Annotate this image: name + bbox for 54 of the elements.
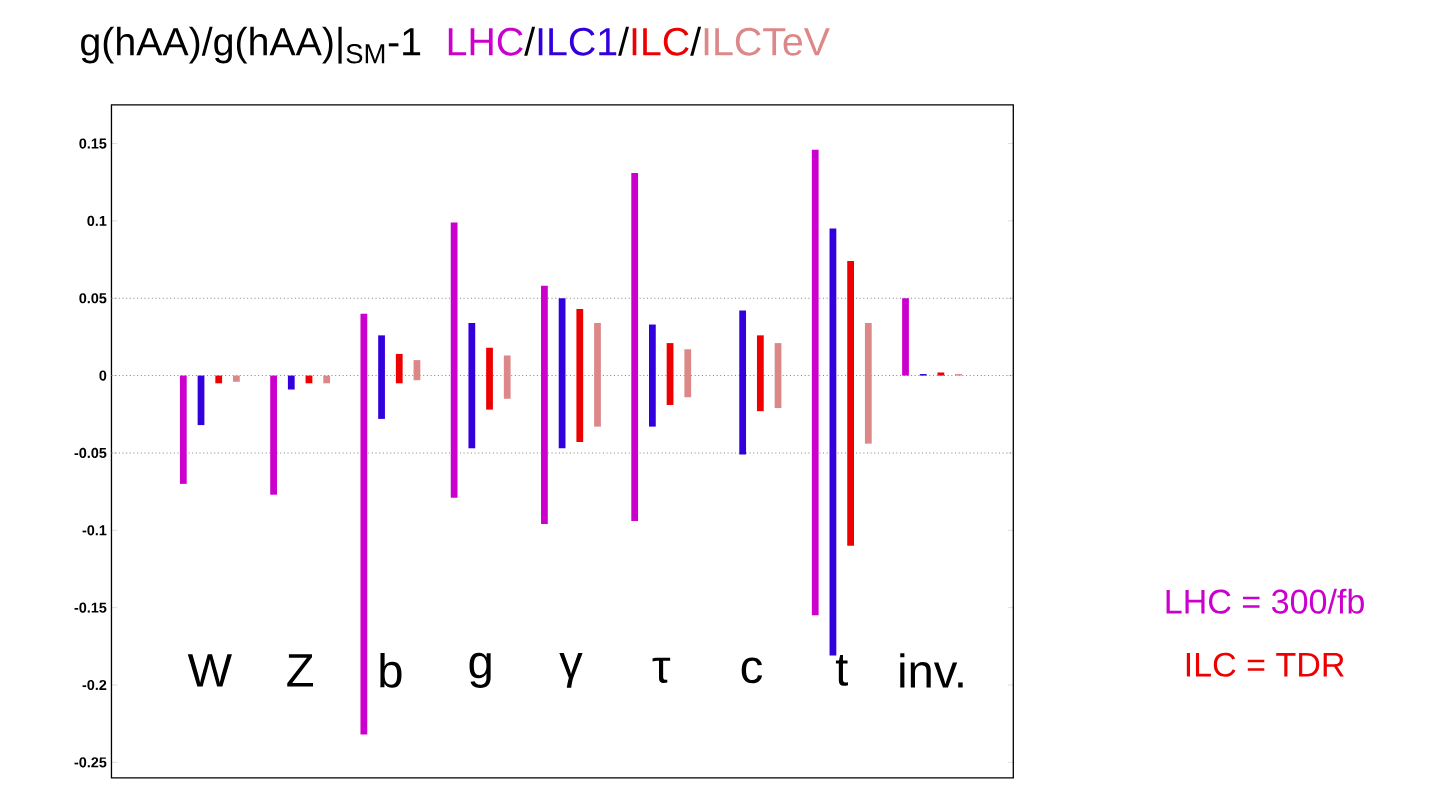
bar	[323, 375, 331, 384]
bar	[450, 222, 458, 498]
text: /	[618, 26, 630, 56]
bar	[360, 313, 368, 735]
x-tick-label: Z	[287, 653, 314, 687]
x-tick-label: c	[741, 657, 763, 684]
bar	[864, 322, 872, 444]
bar	[902, 298, 909, 376]
chart-title: g(hAA)/g(hAA)|$_{SM}$-1	[81, 26, 421, 64]
x-tick-label: b	[380, 652, 402, 688]
bar	[179, 375, 187, 484]
x-tick-label: t	[835, 654, 848, 686]
y-tick-label: -0.15	[74, 602, 107, 613]
x-tick-label: inv.	[900, 653, 963, 688]
bar	[287, 375, 295, 390]
bar	[648, 324, 656, 427]
y-tick-label: -0.2	[82, 679, 107, 690]
bar	[503, 355, 511, 399]
x-tick-label: τ	[652, 657, 671, 683]
bar	[631, 172, 639, 521]
text: ILC	[632, 27, 689, 56]
y-tick-label: -0.05	[74, 447, 107, 458]
bar	[486, 347, 493, 410]
bar	[594, 322, 601, 427]
bar	[937, 372, 945, 376]
y-tick-label: 0.05	[79, 292, 107, 304]
bar	[811, 149, 819, 616]
bar	[215, 375, 223, 384]
y-tick-label: 0.15	[79, 138, 107, 149]
y-tick-label: 0	[99, 370, 107, 381]
bar	[541, 285, 548, 524]
bar	[684, 349, 692, 398]
bar	[739, 310, 747, 455]
x-tick-label: g	[469, 652, 491, 688]
y-tick-label: -0.25	[74, 757, 107, 768]
text: ILCTeV	[704, 27, 830, 56]
text: LHC = 300/fb	[1166, 588, 1364, 614]
text: ILC1	[538, 27, 617, 56]
text: /	[524, 26, 536, 56]
bar	[847, 260, 854, 546]
bar	[576, 308, 584, 442]
bar	[233, 375, 240, 382]
bar	[468, 322, 476, 449]
y-tick-label: -0.1	[82, 524, 107, 536]
bar	[270, 375, 277, 495]
bar	[395, 353, 403, 384]
bar	[756, 335, 764, 411]
x-tick-label: W	[187, 653, 232, 687]
text: LHC	[448, 27, 523, 56]
x-tick-label: γ	[559, 652, 583, 688]
bar	[378, 335, 385, 419]
y-tick-label: 0.1	[87, 215, 107, 226]
text: ILC = TDR	[1186, 652, 1344, 677]
text: /	[690, 26, 702, 56]
